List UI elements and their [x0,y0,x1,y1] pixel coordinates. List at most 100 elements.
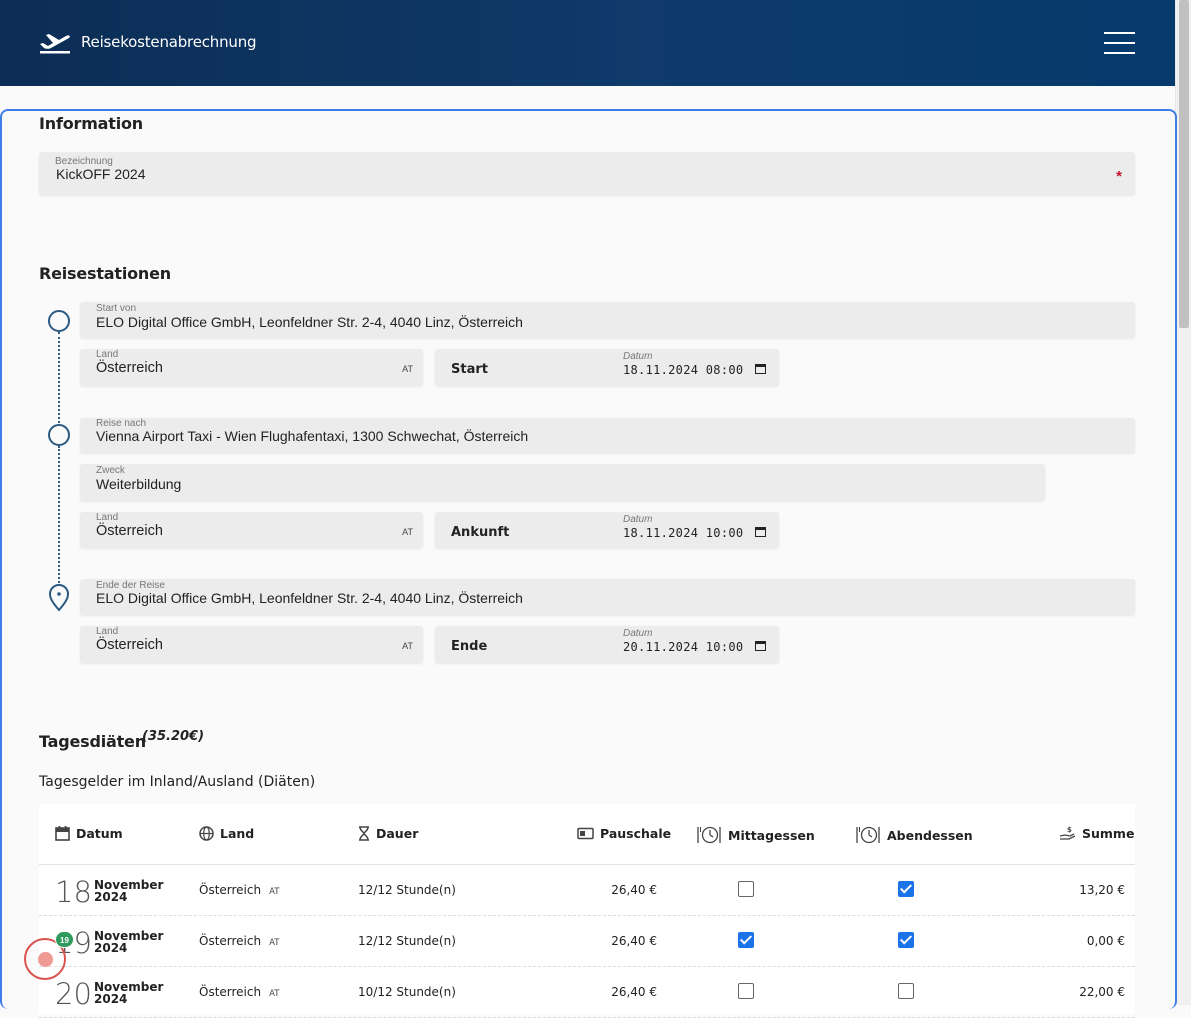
column-datum-label: Datum [76,826,123,841]
reise-nach-value[interactable]: Vienna Airport Taxi - Wien Flughafentaxi… [96,428,529,444]
datum-label: Datum [623,514,653,525]
brand[interactable]: Reisekostenabrechnung [39,30,257,54]
country-code: AT [269,989,280,999]
calendar-icon[interactable] [755,640,766,651]
country-code: AT [269,887,280,897]
table-row: 20 November 2024 Österreich AT 10/12 Stund… [39,967,1135,1018]
ende-der-reise-value[interactable]: ELO Digital Office GmbH, Leonfeldner Str… [96,590,523,606]
ende-der-reise-label: Ende der Reise [96,580,165,591]
notification-badge: 19 [55,931,74,948]
required-marker: * [1116,168,1122,185]
start-von-value[interactable]: ELO Digital Office GmbH, Leonfeldner Str… [96,314,523,330]
column-summe[interactable]: $ Summe [1059,826,1134,841]
row-dauer: 12/12 Stunde(n) [358,934,456,948]
mittagessen-checkbox[interactable] [738,881,754,897]
start-von-field[interactable]: Start von ELO Digital Office GmbH, Leonf… [80,302,1135,338]
row-month-year: November 2024 [94,929,164,955]
country-code: AT [402,641,413,651]
ende-land-value[interactable]: Österreich [96,637,163,653]
abendessen-checkbox[interactable] [898,881,914,897]
bezeichnung-label: Bezeichnung [55,156,113,167]
datum-label: Datum [623,628,653,639]
zweck-value[interactable]: Weiterbildung [96,476,182,492]
row-summe: 13,20 € [1079,883,1125,897]
table-header-divider [39,864,1135,865]
station-stop-icon [48,424,70,446]
column-datum[interactable]: Datum [55,826,123,841]
money-bill-icon [577,827,594,840]
row-month-year: November 2024 [94,980,164,1006]
hourglass-icon [359,826,369,841]
column-land-label: Land [220,826,255,841]
start-land-value[interactable]: Österreich [96,360,163,376]
row-month-year: November 2024 [94,878,164,904]
calendar-icon[interactable] [755,363,766,374]
zweck-field[interactable]: Zweck Weiterbildung [80,464,1045,501]
column-abendessen[interactable]: Abendessen [855,826,973,844]
row-summe: 0,00 € [1086,934,1125,948]
floating-action-button[interactable] [24,938,66,980]
abendessen-checkbox[interactable] [898,932,914,948]
column-mittagessen[interactable]: Mittagessen [696,826,815,844]
bezeichnung-field[interactable]: Bezeichnung KickOFF 2024 * [39,152,1135,195]
row-land: Österreich AT [199,985,280,999]
table-subtitle: Tagesgelder im Inland/Ausland (Diäten) [39,774,316,790]
zweck-label: Zweck [96,465,125,476]
ankunft-date-value[interactable]: 18.11.2024 10:00 [623,526,744,540]
section-title-information: Information [39,114,143,133]
row-dauer: 12/12 Stunde(n) [358,883,456,897]
timeline-line [58,446,60,586]
column-dauer[interactable]: Dauer [358,826,418,841]
start-date-value[interactable]: 18.11.2024 08:00 [623,363,744,377]
column-abendessen-label: Abendessen [887,827,973,843]
row-pauschale: 26,40 € [611,883,657,897]
ziel-land-value[interactable]: Österreich [96,523,163,539]
land-label: Land [96,512,119,523]
start-date-field[interactable]: Start Datum 18.11.2024 08:00 [435,349,779,386]
globe-icon [199,826,214,841]
hamburger-menu-icon[interactable] [1104,32,1136,54]
reise-nach-label: Reise nach [96,418,147,429]
table-row: 18 November 2024 Österreich AT 12/12 Stund… [39,865,1135,916]
ende-land-field[interactable]: Land Österreich AT [80,626,423,663]
column-mittagessen-label: Mittagessen [728,827,815,843]
row-pauschale: 26,40 € [611,934,657,948]
row-land: Österreich AT [199,883,280,897]
meal-clock-icon [856,826,880,844]
scrollbar-thumb[interactable] [1179,0,1189,328]
ende-date-value[interactable]: 20.11.2024 10:00 [623,640,744,654]
ende-date-field[interactable]: Ende Datum 20.11.2024 10:00 [435,626,779,663]
row-day: 20 [55,977,92,1011]
column-pauschale[interactable]: Pauschale [577,826,671,841]
location-pin-icon [48,584,70,612]
ankunft-date-field[interactable]: Ankunft Datum 18.11.2024 10:00 [435,512,779,548]
record-icon [38,952,53,967]
ende-date-tag: Ende [451,639,488,654]
row-summe: 22,00 € [1079,985,1125,999]
meal-clock-icon [697,826,721,844]
mittagessen-checkbox[interactable] [738,932,754,948]
hand-coin-icon: $ [1059,826,1076,840]
country-code: AT [402,527,413,537]
column-land[interactable]: Land [199,826,254,841]
scrollbar[interactable] [1175,0,1191,1005]
section-title-reisestationen: Reisestationen [39,264,171,283]
calendar-icon[interactable] [755,526,766,537]
section-title-tagesdiaeten: Tagesdiäten [39,732,146,751]
timeline-line [58,332,60,423]
start-von-label: Start von [96,303,137,314]
abendessen-checkbox[interactable] [898,983,914,999]
airplane-takeoff-icon [40,34,70,54]
bezeichnung-value[interactable]: KickOFF 2024 [56,166,146,182]
ziel-land-field[interactable]: Land Österreich AT [80,512,423,548]
start-land-field[interactable]: Land Österreich AT [80,349,423,386]
ende-der-reise-field[interactable]: Ende der Reise ELO Digital Office GmbH, … [80,579,1135,615]
reise-nach-field[interactable]: Reise nach Vienna Airport Taxi - Wien Fl… [80,418,1135,453]
land-label: Land [96,626,119,637]
country-code: AT [269,938,280,948]
svg-text:$: $ [1067,826,1072,834]
mittagessen-checkbox[interactable] [738,983,754,999]
country-code: AT [402,364,413,374]
row-land: Österreich AT [199,934,280,948]
app-header: Reisekostenabrechnung [0,0,1175,86]
